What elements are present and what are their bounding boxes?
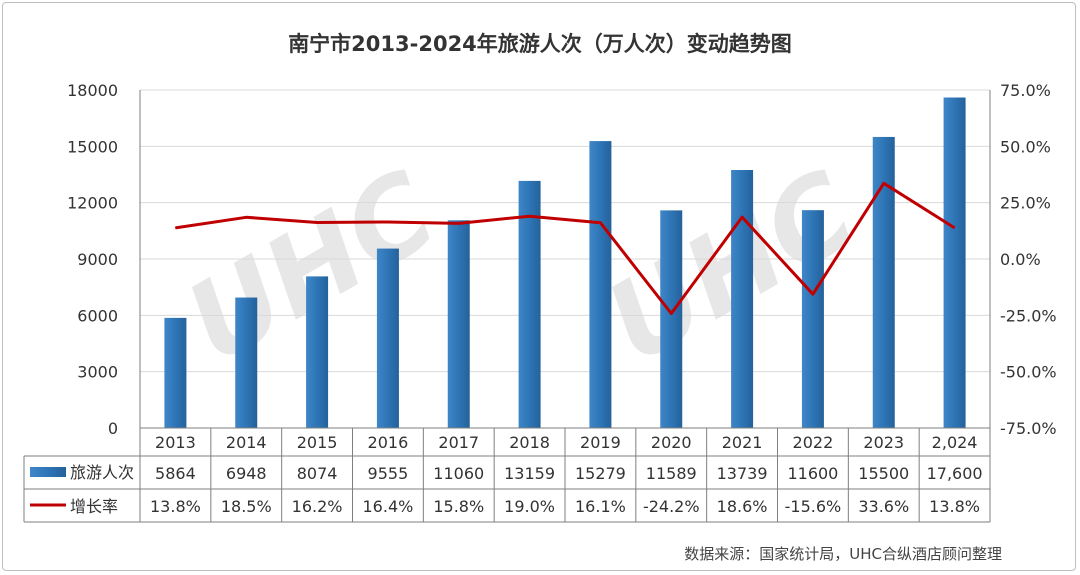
- bar-2022: [801, 210, 824, 428]
- table-cell-growth: 13.8%: [150, 497, 201, 516]
- bar-2018: [518, 180, 541, 428]
- line-series: [174, 181, 956, 315]
- growth-point-2023: [883, 182, 885, 184]
- bar-2015: [306, 276, 329, 428]
- table-cell-visitors: 11600: [787, 464, 838, 483]
- table-cell-growth: 16.2%: [292, 497, 343, 516]
- x-tick-label: 2013: [155, 433, 196, 452]
- table-cell-visitors: 17,600: [927, 464, 983, 483]
- y-left-tick-label: 9000: [77, 250, 118, 269]
- table-cell-visitors: 15500: [858, 464, 909, 483]
- legend-label-visitors: 旅游人次: [70, 463, 134, 482]
- table-cell-growth: 19.0%: [504, 497, 555, 516]
- growth-point-2020: [670, 313, 672, 315]
- growth-point-2013: [174, 227, 176, 229]
- table-cell-growth: -15.6%: [785, 497, 842, 516]
- y-left-tick-label: 18000: [67, 81, 118, 100]
- x-tick-label: 2016: [368, 433, 409, 452]
- source-note: 数据来源：国家统计局，UHC合纵酒店顾问整理: [684, 545, 1002, 563]
- table-cell-visitors: 11060: [433, 464, 484, 483]
- x-tick-label: 2020: [651, 433, 692, 452]
- bar-series: [164, 97, 966, 428]
- growth-point-2019: [599, 222, 601, 224]
- growth-point-2021: [741, 216, 743, 218]
- y-right-tick-label: -50.0%: [1000, 363, 1057, 382]
- table-cell-visitors: 5864: [155, 464, 196, 483]
- x-tick-label: 2014: [226, 433, 267, 452]
- axes: 0 3000 6000 9000 12000 15000 18000 -75.0% -50.0%…: [67, 81, 1057, 438]
- x-tick-label: 2,024: [932, 433, 978, 452]
- table-cell-visitors: 15279: [575, 464, 626, 483]
- table-cell-growth: 15.8%: [433, 497, 484, 516]
- data-table: 2013 2014 2015 2016 2017 2018 2019 2020 2021 2022…: [23, 427, 991, 523]
- bar-2017: [447, 220, 470, 428]
- svg-text:UHC: UHC: [586, 146, 877, 388]
- table-cell-growth: 16.4%: [363, 497, 414, 516]
- x-tick-label: 2019: [580, 433, 621, 452]
- y-right-tick-label: 0.0%: [1000, 250, 1041, 269]
- table-cell-growth: 18.5%: [221, 497, 272, 516]
- table-cell-growth: 13.8%: [929, 497, 980, 516]
- growth-point-2018: [529, 215, 531, 217]
- x-tick-label: 2023: [863, 433, 904, 452]
- x-tick-label: 2022: [793, 433, 834, 452]
- bar-2019: [589, 141, 612, 428]
- bar-2023: [872, 136, 895, 428]
- table-cell-visitors: 8074: [297, 464, 338, 483]
- growth-point-2016: [387, 221, 389, 223]
- y-right-tick-label: 75.0%: [1000, 81, 1051, 100]
- table-cell-growth: 18.6%: [717, 497, 768, 516]
- chart-title: 南宁市2013-2024年旅游人次（万人次）变动趋势图: [288, 32, 792, 56]
- table-cell-visitors: 13159: [504, 464, 555, 483]
- legend-swatch-bar: [30, 467, 66, 477]
- growth-point-2017: [458, 222, 460, 224]
- y-right-tick-label: 50.0%: [1000, 137, 1051, 156]
- x-tick-label: 2017: [438, 433, 479, 452]
- growth-point-2015: [316, 221, 318, 223]
- x-tick-label: 2021: [722, 433, 763, 452]
- table-cell-visitors: 11589: [646, 464, 697, 483]
- growth-line: [175, 181, 956, 315]
- growth-point-2,024: [954, 227, 956, 229]
- x-tick-label: 2015: [297, 433, 338, 452]
- y-right-tick-label: -75.0%: [1000, 419, 1057, 438]
- table-cell-growth: 16.1%: [575, 497, 626, 516]
- y-left-tick-label: 6000: [77, 306, 118, 325]
- y-right-tick-label: -25.0%: [1000, 306, 1057, 325]
- table-cell-visitors: 6948: [226, 464, 267, 483]
- grid-lines: [140, 89, 990, 429]
- bar-2,024: [943, 97, 966, 428]
- y-left-tick-label: 3000: [77, 363, 118, 382]
- bar-2016: [376, 248, 399, 428]
- table-cell-visitors: 13739: [717, 464, 768, 483]
- bar-2021: [731, 170, 754, 428]
- y-left-tick-label: 15000: [67, 137, 118, 156]
- bar-2020: [660, 210, 683, 428]
- y-left-tick-label: 12000: [67, 194, 118, 213]
- y-left-tick-label: 0: [108, 419, 118, 438]
- growth-point-2014: [245, 216, 247, 218]
- table-cell-growth: -24.2%: [643, 497, 700, 516]
- legend-label-growth: 增长率: [70, 497, 118, 516]
- table-cell-growth: 33.6%: [858, 497, 909, 516]
- y-right-tick-label: 25.0%: [1000, 194, 1051, 213]
- bar-2014: [235, 297, 258, 428]
- table-cell-visitors: 9555: [368, 464, 409, 483]
- bar-2013: [164, 317, 187, 428]
- growth-point-2022: [812, 293, 814, 295]
- x-tick-label: 2018: [509, 433, 550, 452]
